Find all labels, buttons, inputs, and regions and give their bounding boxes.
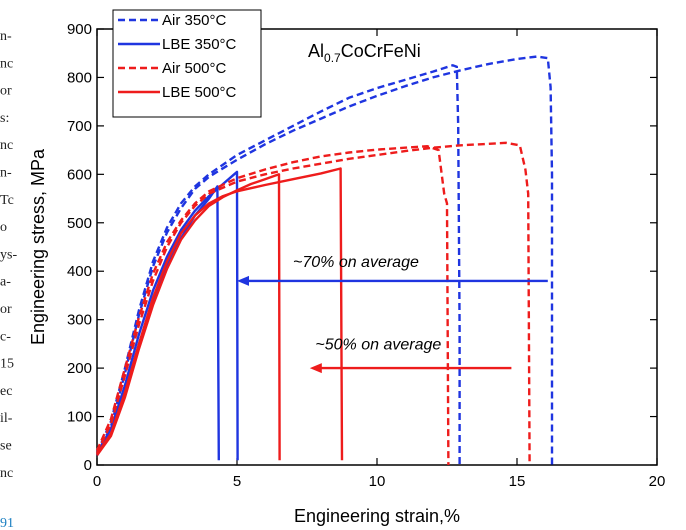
margin-text-fragments: n-nc or s: nc n- Tc o ys-a-or c- 15 ec il-se nc 91 <box>0 29 17 530</box>
margin-fragment: s: <box>0 111 9 126</box>
margin-fragment: nc <box>0 138 13 153</box>
margin-link: 91 <box>0 516 14 530</box>
alloy-rest: CoCrFeNi <box>341 41 421 61</box>
series-3-curve-1 <box>96 167 344 461</box>
legend-label-1: LBE 350°C <box>162 36 237 53</box>
y-tick-label: 400 <box>67 263 92 280</box>
curves <box>95 55 554 466</box>
y-tick-label: 0 <box>84 457 92 474</box>
margin-fragment: ys- <box>0 247 17 262</box>
annotation-lbe-500: ~50% on average <box>315 337 441 354</box>
alloy-label: Al0.7CoCrFeNi <box>308 41 421 65</box>
y-tick-label: 200 <box>67 360 92 377</box>
series-2-curve-1 <box>95 145 450 466</box>
margin-fragment: se <box>0 439 12 454</box>
margin-fragment: Tc <box>0 193 14 208</box>
alloy-main: Al <box>308 41 324 61</box>
y-tick-label: 900 <box>67 21 92 38</box>
margin-fragment: ec <box>0 384 12 399</box>
arrow-lbe-500-head <box>309 363 322 374</box>
margin-fragment: c- <box>0 329 11 344</box>
margin-fragment: nc <box>0 466 13 481</box>
series-0-curve-1 <box>95 64 461 465</box>
series-2-curve-0 <box>95 141 531 466</box>
margin-fragment: n- <box>0 166 12 181</box>
x-axis-title: Engineering strain,% <box>294 506 460 526</box>
x-tick-label: 10 <box>369 473 386 490</box>
margin-fragment: o <box>0 220 7 235</box>
margin-fragment: 15 <box>0 357 14 372</box>
margin-fragment: or <box>0 302 12 317</box>
series-0-curve-0 <box>95 55 554 465</box>
margin-fragment: a- <box>0 275 11 290</box>
legend-label-0: Air 350°C <box>162 12 227 29</box>
y-tick-label: 500 <box>67 215 92 232</box>
legend-label-2: Air 500°C <box>162 60 227 77</box>
series-1-curve-1 <box>95 170 239 461</box>
y-axis-title: Engineering stress, MPa <box>28 148 48 345</box>
y-tick-label: 700 <box>67 118 92 135</box>
arrow-lbe-350-head <box>237 275 249 286</box>
y-tick-label: 100 <box>67 409 92 426</box>
x-tick-label: 0 <box>93 473 101 490</box>
annotation-lbe-350: ~70% on average <box>293 254 419 271</box>
x-tick-label: 5 <box>233 473 241 490</box>
legend: Air 350°C LBE 350°C Air 500°C LBE 500°C <box>112 9 262 118</box>
margin-fragment: nc <box>0 56 13 71</box>
arrows <box>237 275 548 374</box>
x-tick-label: 20 <box>649 473 666 490</box>
legend-label-3: LBE 500°C <box>162 84 237 101</box>
margin-fragment: il- <box>0 411 13 426</box>
legend-box <box>112 9 262 118</box>
margin-fragment: n- <box>0 29 12 44</box>
x-tick-label: 15 <box>509 473 526 490</box>
y-tick-label: 300 <box>67 312 92 329</box>
margin-fragment: or <box>0 84 12 99</box>
y-tick-label: 600 <box>67 166 92 183</box>
series-3-curve-0 <box>96 173 281 461</box>
alloy-subscript: 0.7 <box>324 51 341 65</box>
y-tick-label: 800 <box>67 69 92 86</box>
